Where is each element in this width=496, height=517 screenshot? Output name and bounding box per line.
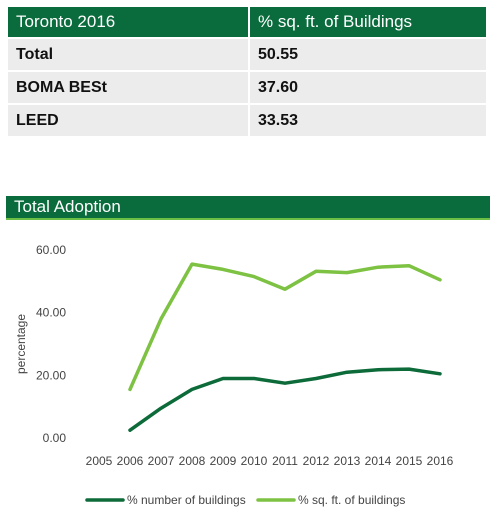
x-tick-label: 2015 [396, 454, 423, 468]
row-value: 33.53 [250, 105, 486, 136]
chart-title: Total Adoption [14, 197, 121, 216]
row-value: 50.55 [250, 39, 486, 70]
table-row: BOMA BESt 37.60 [8, 72, 486, 103]
summary-table: Toronto 2016 % sq. ft. of Buildings Tota… [6, 5, 488, 138]
x-tick-label: 2014 [365, 454, 392, 468]
x-tick-label: 2016 [427, 454, 454, 468]
table-row: Total 50.55 [8, 39, 486, 70]
header-city: Toronto 2016 [8, 7, 248, 37]
x-tick-label: 2009 [210, 454, 237, 468]
legend-label-2: % sq. ft. of buildings [298, 493, 405, 507]
row-label: Total [8, 39, 248, 70]
y-tick-label: 60.00 [36, 243, 66, 257]
chart-title-banner: Total Adoption [6, 196, 490, 220]
x-tick-label: 2013 [334, 454, 361, 468]
series-line-2 [128, 262, 442, 392]
header-metric: % sq. ft. of Buildings [250, 7, 486, 37]
x-tick-label: 2007 [148, 454, 175, 468]
row-label: BOMA BESt [8, 72, 248, 103]
x-tick-label: 2006 [117, 454, 144, 468]
table-header-row: Toronto 2016 % sq. ft. of Buildings [8, 7, 486, 37]
x-tick-label: 2010 [241, 454, 268, 468]
x-tick-label: 2012 [303, 454, 330, 468]
adoption-line-chart: 0.00 20.00 40.00 60.00 percentage 2005 2006 200… [14, 243, 454, 507]
row-label: LEED [8, 105, 248, 136]
y-tick-label: 0.00 [43, 431, 67, 445]
series-line-1 [128, 367, 442, 432]
table-row: LEED 33.53 [8, 105, 486, 136]
y-tick-label: 20.00 [36, 368, 66, 382]
x-tick-label: 2008 [179, 454, 206, 468]
legend-label-1: % number of buildings [127, 493, 246, 507]
row-value: 37.60 [250, 72, 486, 103]
y-tick-label: 40.00 [36, 306, 66, 320]
y-axis-label: percentage [14, 314, 28, 374]
x-tick-label: 2005 [86, 454, 113, 468]
x-tick-label: 2011 [272, 454, 298, 468]
